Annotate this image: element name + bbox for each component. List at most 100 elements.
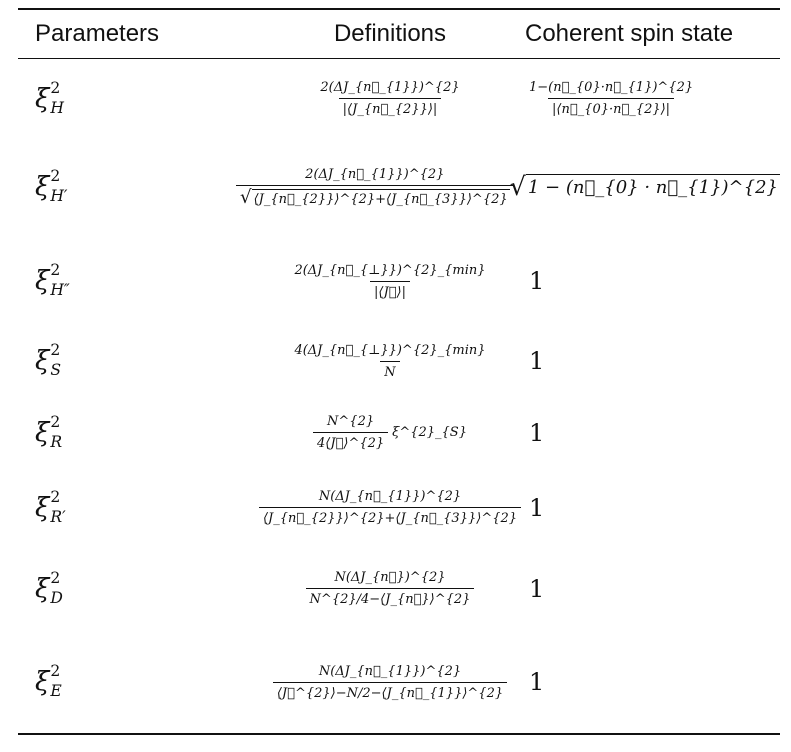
definition-cell: N(ΔJ_{n⃗})^{2} N^{2}/4−⟨J_{n⃗}⟩^{2} xyxy=(255,570,525,607)
numerator: N(ΔJ_{n⃗})^{2} xyxy=(334,570,446,585)
denominator: N xyxy=(380,360,400,380)
fraction: N(ΔJ_{n⃗})^{2} N^{2}/4−⟨J_{n⃗}⟩^{2} xyxy=(305,570,475,607)
parameter-symbol: ξ 2 H′ xyxy=(35,169,67,204)
numerator: N(ΔJ_{n⃗_{1}})^{2} xyxy=(318,489,462,504)
fraction: 2(ΔJ_{n⃗_{1}})^{2} √ ⟨J_{n⃗_{2}}⟩^{2}+⟨J_{… xyxy=(235,166,514,208)
denominator: ⟨J⃗^{2}⟩−N/2−⟨J_{n⃗_{1}}⟩^{2} xyxy=(272,681,508,701)
parameter-superscript: 2 xyxy=(50,167,61,186)
definition-cell: N^{2} 4⟨J⃗⟩^{2} ξ^{2}_{S} xyxy=(255,414,525,451)
definition-cell: 2(ΔJ_{n⃗_{⊥}})^{2}_{min} |⟨J⃗⟩| xyxy=(255,263,525,300)
table-row: ξ 2 E N(ΔJ_{n⃗_{1}})^{2} ⟨J⃗^{2}⟩−N/2−⟨J_{n⃗… xyxy=(18,631,780,733)
parameter-subscript: H xyxy=(50,98,64,117)
denominator: 4⟨J⃗⟩^{2} xyxy=(313,432,389,451)
table-row: ξ 2 H″ 2(ΔJ_{n⃗_{⊥}})^{2}_{min} |⟨J⃗⟩| 1 xyxy=(18,236,780,326)
parameter-superscript: 2 xyxy=(50,487,61,506)
parameter-subscript: R′ xyxy=(50,507,66,526)
numerator: N^{2} xyxy=(327,414,375,429)
coherent-spin-state-cell: 1 xyxy=(525,347,780,375)
xi-base: ξ xyxy=(35,573,50,604)
numerator: N(ΔJ_{n⃗_{1}})^{2} xyxy=(318,663,462,679)
math-expression: 1 xyxy=(529,493,545,522)
header-definitions: Definitions xyxy=(333,20,447,47)
radicand: 1 − (n⃗_{0} · n⃗_{1})^{2} xyxy=(525,174,780,199)
parameter-subscript: E xyxy=(50,682,62,700)
coherent-spin-state-cell: 1 xyxy=(525,668,780,696)
parameter-superscript: 2 xyxy=(50,341,61,360)
definition-cell: 2(ΔJ_{n⃗_{1}})^{2} √ ⟨J_{n⃗_{2}}⟩^{2}+⟨J_{… xyxy=(235,167,514,207)
bottom-rule xyxy=(18,733,780,735)
math-expression: 1 xyxy=(529,574,545,603)
math-expression: 1 xyxy=(529,267,545,295)
radicand: ⟨J_{n⃗_{2}}⟩^{2}+⟨J_{n⃗_{3}}⟩^{2} xyxy=(251,188,510,207)
denominator: |⟨J⃗⟩| xyxy=(370,280,410,300)
parameter-symbol: ξ 2 H″ xyxy=(35,263,70,298)
denominator: N^{2}/4−⟨J_{n⃗}⟩^{2} xyxy=(305,588,475,607)
table-row: ξ 2 H 2(ΔJ_{n⃗_{1}})^{2} |⟨J_{n⃗_{2}}⟩| 1−(n⃗… xyxy=(18,59,780,138)
math-expression: 1 xyxy=(529,347,545,375)
numerator: 2(ΔJ_{n⃗_{1}})^{2} xyxy=(305,166,445,182)
parameter-subscript: D xyxy=(50,588,63,607)
definition-cell: N(ΔJ_{n⃗_{1}})^{2} ⟨J_{n⃗_{2}}⟩^{2}+⟨J_{n… xyxy=(255,489,525,526)
parameter-superscript: 2 xyxy=(50,412,61,431)
math-expression: 1 xyxy=(529,668,545,696)
definition-cell: 4(ΔJ_{n⃗_{⊥}})^{2}_{min} N xyxy=(255,343,525,380)
fraction: 1−(n⃗_{0}·n⃗_{1})^{2} |⟨n⃗_{0}·n⃗_{2}⟩| xyxy=(525,80,697,117)
denominator-square-root: √ ⟨J_{n⃗_{2}}⟩^{2}+⟨J_{n⃗_{3}}⟩^{2} xyxy=(239,186,510,208)
fraction: 4(ΔJ_{n⃗_{⊥}})^{2}_{min} N xyxy=(290,343,489,380)
coherent-spin-state-cell: 1 xyxy=(525,575,780,603)
table-body: ξ 2 H 2(ΔJ_{n⃗_{1}})^{2} |⟨J_{n⃗_{2}}⟩| 1−(n⃗… xyxy=(18,59,780,733)
math-expression: 1 xyxy=(529,418,545,447)
parameter-subscript: S xyxy=(50,361,62,379)
parameter-superscript: 2 xyxy=(50,568,61,587)
xi-base: ξ xyxy=(35,417,50,448)
parameter-subscript: H′ xyxy=(50,187,68,205)
parameter-subscript: R xyxy=(50,432,63,451)
xi-base: ξ xyxy=(35,667,50,697)
definition-cell: 2(ΔJ_{n⃗_{1}})^{2} |⟨J_{n⃗_{2}}⟩| xyxy=(255,80,525,117)
header-parameters: Parameters xyxy=(35,20,160,47)
xi-base: ξ xyxy=(35,266,50,296)
radical-sign: √ xyxy=(509,172,526,202)
coherent-spin-state-cell: 1−(n⃗_{0}·n⃗_{1})^{2} |⟨n⃗_{0}·n⃗_{2}⟩| xyxy=(525,80,780,117)
header-row: Parameters Definitions Coherent spin sta… xyxy=(18,10,780,58)
numerator: 4(ΔJ_{n⃗_{⊥}})^{2}_{min} xyxy=(294,342,486,358)
numerator: 2(ΔJ_{n⃗_{⊥}})^{2}_{min} xyxy=(294,262,486,278)
radical-sign: √ xyxy=(239,186,252,208)
xi-base: ξ xyxy=(35,492,50,523)
fraction: N^{2} 4⟨J⃗⟩^{2} xyxy=(313,414,389,451)
square-root: √ 1 − (n⃗_{0} · n⃗_{1})^{2} xyxy=(509,172,780,202)
sup-sub: 2 R′ xyxy=(50,487,66,526)
coherent-spin-state-cell: 1 xyxy=(525,494,780,522)
table-row: ξ 2 R N^{2} 4⟨J⃗⟩^{2} ξ^{2}_{S} 1 xyxy=(18,396,780,469)
xi-base: ξ xyxy=(35,83,50,114)
parameter-superscript: 2 xyxy=(50,261,61,280)
sup-sub: 2 H″ xyxy=(50,263,69,298)
table-row: ξ 2 S 4(ΔJ_{n⃗_{⊥}})^{2}_{min} N 1 xyxy=(18,326,780,396)
numerator: 2(ΔJ_{n⃗_{1}})^{2} xyxy=(320,80,460,95)
coherent-spin-state-cell: √ 1 − (n⃗_{0} · n⃗_{1})^{2} xyxy=(509,172,780,202)
parameter-cell: ξ 2 R′ xyxy=(18,487,255,526)
fraction: 2(ΔJ_{n⃗_{⊥}})^{2}_{min} |⟨J⃗⟩| xyxy=(290,263,489,300)
numerator: 1−(n⃗_{0}·n⃗_{1})^{2} xyxy=(529,80,694,95)
parameter-superscript: 2 xyxy=(50,662,61,681)
definition-cell: N(ΔJ_{n⃗_{1}})^{2} ⟨J⃗^{2}⟩−N/2−⟨J_{n⃗_{1… xyxy=(255,664,525,701)
xi-base: ξ xyxy=(35,172,50,202)
parameter-subscript: H″ xyxy=(50,281,70,299)
math-expression: ξ^{2}_{S} xyxy=(392,425,467,440)
header-coherent-spin-state: Coherent spin state xyxy=(525,20,734,47)
table-row: ξ 2 R′ N(ΔJ_{n⃗_{1}})^{2} ⟨J_{n⃗_{2}}⟩^{2}+⟨… xyxy=(18,469,780,546)
